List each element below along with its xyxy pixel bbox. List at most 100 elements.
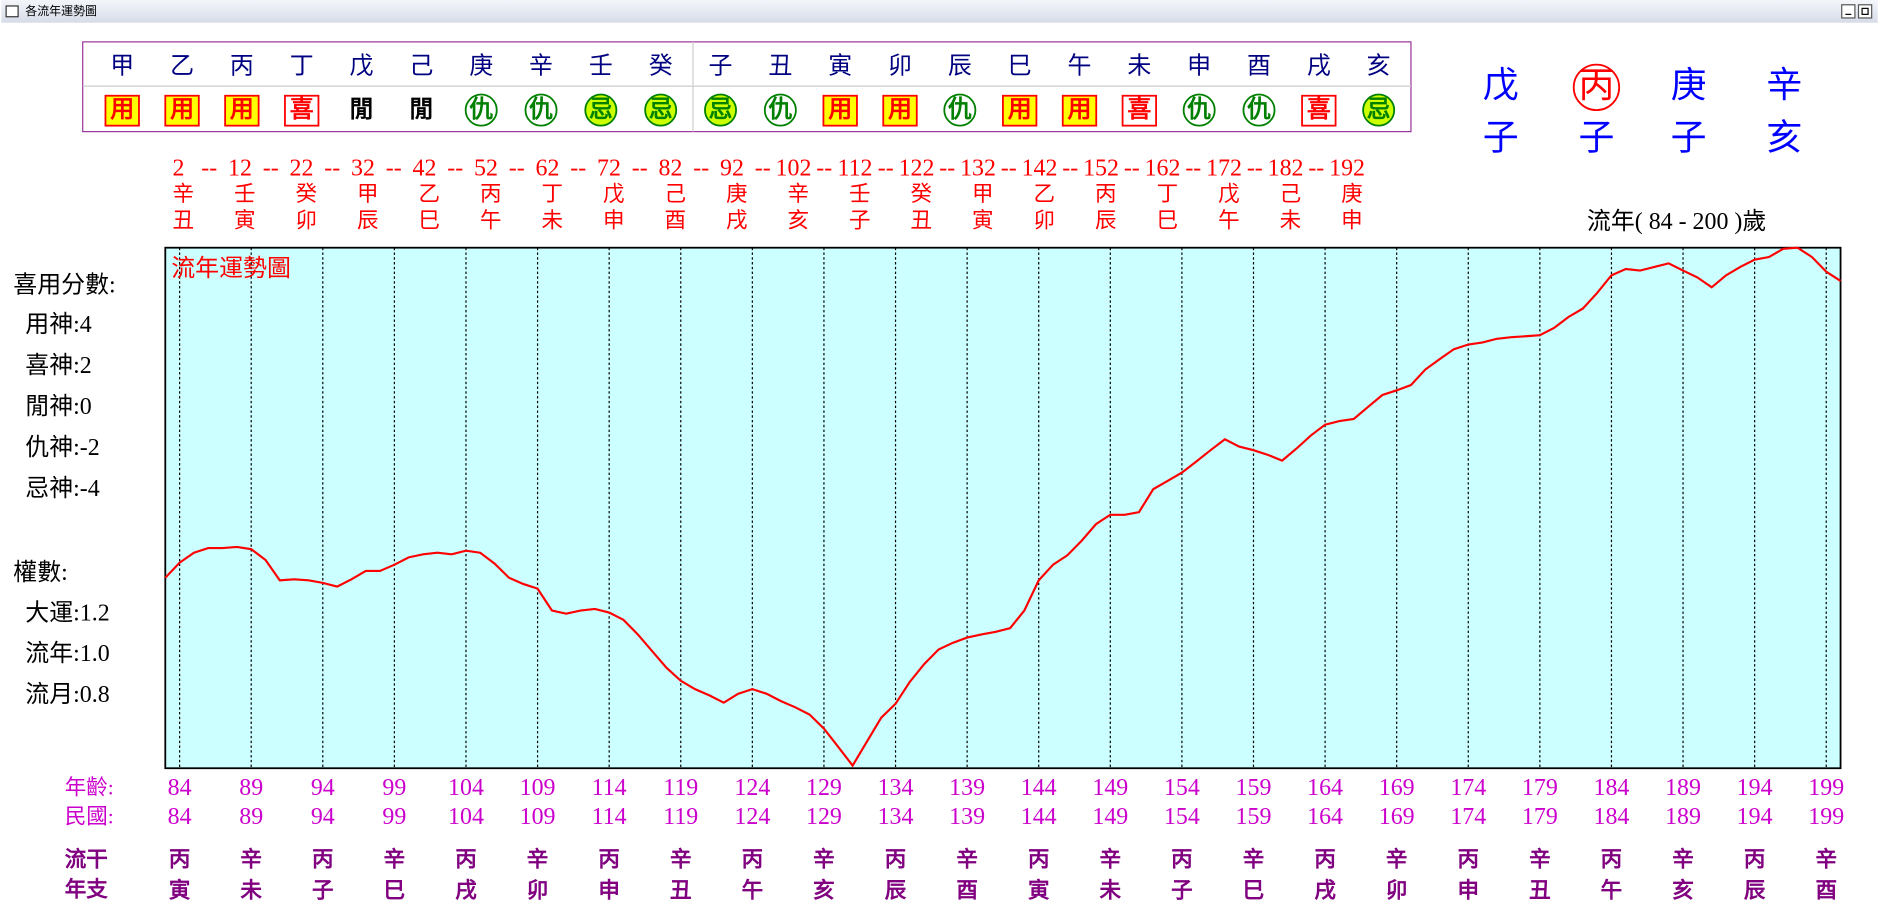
year-branch: 巳 [384, 879, 406, 903]
x-tick-label: 94 [311, 775, 335, 801]
luck-stem: 癸 [911, 182, 933, 206]
luck-separator: -- [1001, 155, 1017, 181]
element-role: 喜 [1127, 95, 1151, 123]
element-char: 寅 [828, 53, 852, 80]
year-branch: 午 [742, 878, 764, 903]
year-stem: 辛 [240, 846, 262, 871]
role-box [1121, 94, 1157, 127]
x-tick-label: 129 [806, 775, 842, 801]
minguo-label: 94 [311, 804, 335, 830]
x-tick-label: 89 [239, 775, 263, 801]
role-circle [763, 93, 797, 127]
x-tick-label: 159 [1236, 775, 1272, 801]
element-role: 用 [828, 97, 852, 123]
element-char: 丙 [230, 54, 254, 80]
year-stem: 丙 [1171, 847, 1193, 871]
legend-score: 閒神:0 [25, 393, 91, 420]
minguo-label: 154 [1164, 804, 1200, 830]
role-circle [464, 93, 498, 127]
day-master-circle [1572, 63, 1621, 111]
pillar-branch: 子 [1671, 117, 1707, 157]
row-label: 流干 [65, 846, 108, 871]
luck-branch: 午 [1218, 209, 1240, 233]
luck-branch: 午 [480, 209, 502, 233]
row-label: 年支 [65, 876, 109, 901]
minguo-label: 124 [734, 804, 770, 830]
luck-age: 52 [474, 155, 498, 181]
x-tick-label: 169 [1379, 775, 1415, 801]
element-role: 用 [230, 97, 254, 123]
element-char: 申 [1187, 53, 1211, 80]
minguo-label: 199 [1808, 804, 1844, 830]
year-stem: 辛 [1672, 846, 1694, 871]
year-stem: 辛 [1100, 846, 1122, 871]
luck-stem: 戊 [1218, 182, 1240, 206]
luck-branch: 丑 [911, 209, 933, 233]
element-char: 午 [1068, 53, 1092, 80]
x-tick-label: 99 [382, 775, 406, 801]
element-char: 甲 [110, 54, 134, 80]
luck-stem: 乙 [419, 182, 441, 206]
element-char: 子 [709, 54, 733, 80]
element-role: 用 [1008, 97, 1032, 123]
year-branch: 寅 [169, 878, 191, 903]
role-box [104, 94, 140, 127]
pillar-branch: 亥 [1766, 117, 1802, 157]
luck-age: 22 [290, 155, 314, 181]
year-stem: 辛 [1529, 846, 1551, 871]
year-branch: 辰 [885, 879, 907, 903]
legend-weight: 流年:1.0 [25, 640, 109, 667]
luck-separator: -- [1308, 155, 1324, 181]
luck-stem: 戊 [603, 182, 625, 206]
minguo-label: 134 [878, 804, 914, 830]
year-branch: 子 [1171, 879, 1193, 903]
x-tick-label: 184 [1594, 775, 1630, 801]
luck-stem: 壬 [234, 182, 256, 206]
element-char: 卯 [888, 53, 912, 80]
x-tick-label: 154 [1164, 775, 1200, 801]
legend-weight: 流月:0.8 [25, 681, 109, 708]
luck-branch: 未 [542, 209, 564, 233]
element-char: 亥 [1367, 53, 1391, 80]
year-stem: 丙 [169, 847, 191, 871]
element-role: 忌 [1367, 96, 1391, 123]
minimize-button[interactable] [1841, 4, 1856, 19]
luck-stem: 辛 [172, 182, 194, 206]
luck-age: 82 [659, 155, 683, 181]
minguo-label: 144 [1021, 804, 1057, 830]
element-char: 酉 [1247, 54, 1271, 80]
minguo-label: 99 [382, 804, 406, 830]
element-role: 閒 [350, 97, 374, 123]
year-stem: 辛 [670, 846, 692, 871]
x-tick-label: 124 [734, 775, 770, 801]
year-branch: 卯 [1386, 879, 1408, 903]
year-branch: 亥 [1672, 878, 1694, 903]
luck-age: 152 [1083, 155, 1119, 181]
year-stem: 丙 [598, 847, 620, 871]
luck-stem: 癸 [295, 182, 317, 206]
luck-age: 12 [228, 155, 252, 181]
year-branch: 丑 [1529, 879, 1551, 903]
pillar-branch: 子 [1578, 117, 1614, 157]
element-role: 用 [110, 97, 134, 123]
x-tick-label: 109 [520, 775, 556, 801]
element-role: 仇 [529, 96, 553, 123]
luck-age: 142 [1022, 155, 1058, 181]
year-branch: 未 [240, 879, 262, 903]
x-tick-label: 179 [1522, 775, 1558, 801]
element-role: 忌 [709, 96, 733, 123]
luck-age: 122 [899, 155, 935, 181]
luck-separator: -- [816, 155, 832, 181]
year-branch: 子 [312, 879, 334, 903]
year-branch: 辰 [1744, 879, 1766, 903]
trend-line [164, 246, 1842, 768]
year-branch: 卯 [527, 879, 549, 903]
element-role: 喜 [290, 95, 314, 123]
legend-score: 用神:4 [25, 311, 91, 338]
maximize-button[interactable] [1857, 4, 1873, 19]
element-char: 丑 [768, 54, 792, 80]
role-box [224, 94, 260, 127]
legend-score: 喜神:2 [25, 352, 91, 379]
luck-stem: 庚 [726, 182, 748, 206]
